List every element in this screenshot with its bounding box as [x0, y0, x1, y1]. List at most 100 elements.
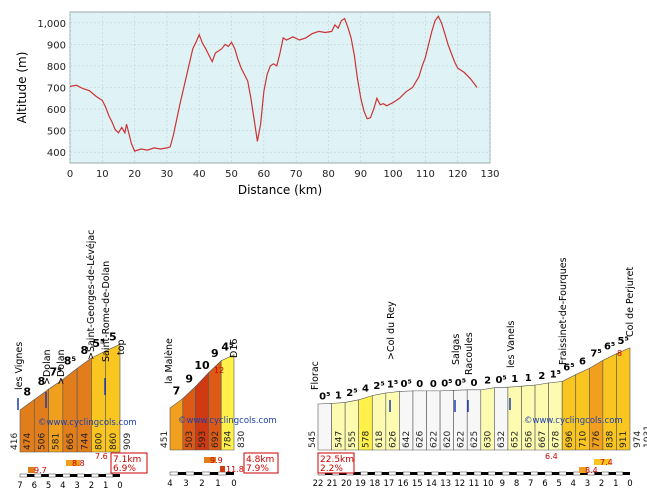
km-axis-label: 10	[483, 479, 494, 489]
km-axis-stripe	[459, 471, 468, 476]
km-axis-stripe	[601, 471, 609, 476]
climb-average: 6.9%	[113, 464, 136, 474]
end-altitude: 974	[633, 431, 643, 448]
km-axis-label: 7	[528, 479, 533, 489]
km-axis-label: 3	[585, 479, 590, 489]
km-axis-stripe	[217, 471, 227, 476]
climb-length: 22.5km	[320, 455, 354, 465]
km-axis-label: 0	[231, 479, 236, 489]
gradient-label: 7⁵	[49, 365, 62, 378]
km-axis-stripe	[91, 473, 99, 478]
x-tick-label: 90	[354, 169, 367, 180]
x-tick-label: 30	[161, 169, 174, 180]
gradient-label: 0	[416, 379, 423, 390]
altitude-label: 911	[619, 431, 629, 448]
altitude-label: 474	[23, 433, 33, 450]
altitude-label: 838	[606, 431, 616, 448]
climb-average: 2.2%	[320, 464, 343, 474]
gradient-label: 0	[430, 379, 437, 390]
gradient-label: 10	[194, 359, 210, 372]
x-tick-label: 40	[193, 169, 206, 180]
waypoint-label: Salgas	[451, 334, 462, 365]
km-axis-stripe	[487, 471, 496, 476]
gradient-label: 6	[579, 356, 586, 367]
climb-length: 4.8km	[246, 455, 274, 465]
km-axis-label: 4	[571, 479, 576, 489]
km-axis-stripe	[417, 471, 425, 476]
km-axis-stripe	[374, 471, 383, 476]
max-gradient-label: 8.8	[72, 459, 85, 468]
km-axis-stripe	[34, 473, 42, 478]
gradient-label: 1	[511, 374, 518, 385]
waypoint-label: >Dolan	[56, 349, 67, 385]
altitude-label: 620	[443, 431, 453, 448]
gradient-label: 0	[471, 378, 478, 389]
watermark: ©www.cyclingcols.com	[38, 418, 137, 428]
gradient-segment	[317, 403, 332, 451]
altitude-label: 642	[402, 431, 412, 448]
altitude-label: 547	[334, 431, 344, 448]
gradient-label: 0⁵	[401, 379, 412, 390]
gradient-label: 1⁵	[387, 379, 398, 390]
km-axis-label: 5	[46, 481, 51, 491]
km-axis-label: 15	[412, 479, 423, 489]
km-axis-stripe	[185, 471, 195, 476]
max-gradient-label: 9.9	[210, 456, 223, 465]
km-axis-stripe	[544, 471, 553, 476]
km-axis-stripe	[445, 471, 453, 476]
watermark: ©www.cyclingcols.com	[178, 416, 277, 426]
gradient-label: 1	[525, 373, 532, 384]
altitude-label: 578	[361, 431, 371, 448]
x-tick-label: 80	[322, 169, 335, 180]
gradient-segment	[616, 347, 631, 451]
km-axis-label: 16	[398, 479, 409, 489]
gradient-label: 8	[38, 375, 46, 388]
max-gradient-label: 12	[214, 366, 224, 375]
start-altitude: 451	[160, 431, 170, 448]
end-altitude: 909	[123, 433, 133, 450]
waypoint-label: les Vanels	[506, 320, 517, 368]
waypoint-label: Florac	[310, 361, 321, 390]
gradient-label: 9	[185, 372, 193, 385]
max-gradient-label: 11.8	[226, 465, 244, 474]
gradient-label: 2	[484, 376, 491, 387]
altitude-label: 667	[538, 431, 548, 448]
gradient-label: 1⁵	[550, 369, 561, 380]
km-axis-label: 12	[454, 479, 465, 489]
altitude-label: 503	[185, 431, 195, 448]
km-axis-stripe	[615, 471, 624, 476]
gradient-label: 0⁵	[495, 375, 506, 386]
max-gradient-label: 8.4	[585, 466, 598, 475]
gradient-label: 0⁵	[455, 378, 466, 389]
km-axis-stripe	[473, 471, 482, 476]
altitude-label: 630	[484, 431, 494, 448]
gradient-label: 8	[23, 386, 31, 399]
gradient-label: 9	[211, 347, 219, 360]
km-axis-label: 13	[440, 479, 451, 489]
km-axis-label: 7	[17, 481, 22, 491]
gradient-label: 0⁵	[441, 378, 452, 389]
km-axis-label: 1	[103, 481, 108, 491]
km-axis-label: 14	[426, 479, 437, 489]
waypoint-label: Saint-Rome-de-Dolan	[101, 261, 112, 362]
x-tick-label: 110	[416, 169, 435, 180]
waypoint-label: D16	[229, 339, 240, 358]
altitude-label: 744	[80, 433, 90, 450]
altitude-label: 625	[470, 431, 480, 448]
gradient-label: 5⁵	[618, 336, 629, 347]
km-axis-stripe	[169, 471, 179, 476]
gradient-label: 5	[109, 330, 117, 343]
waypoint-label: Racoules	[464, 332, 475, 375]
gradient-label: 7	[173, 385, 181, 398]
km-axis-label: 21	[327, 479, 338, 489]
climb-average: 7.9%	[246, 464, 269, 474]
km-axis-label: 2	[599, 479, 604, 489]
x-tick-label: 50	[225, 169, 238, 180]
elevation-chart: 0 10 20 30 40 50 60 70 80 90 100 110 120 130 400 500 600…	[15, 11, 500, 197]
altitude-label: 626	[416, 431, 426, 448]
km-axis-label: 9	[500, 479, 505, 489]
max-gradient-label: 7.4	[600, 458, 613, 467]
info-box	[110, 452, 148, 474]
max-gradient-label: 8	[617, 349, 622, 358]
